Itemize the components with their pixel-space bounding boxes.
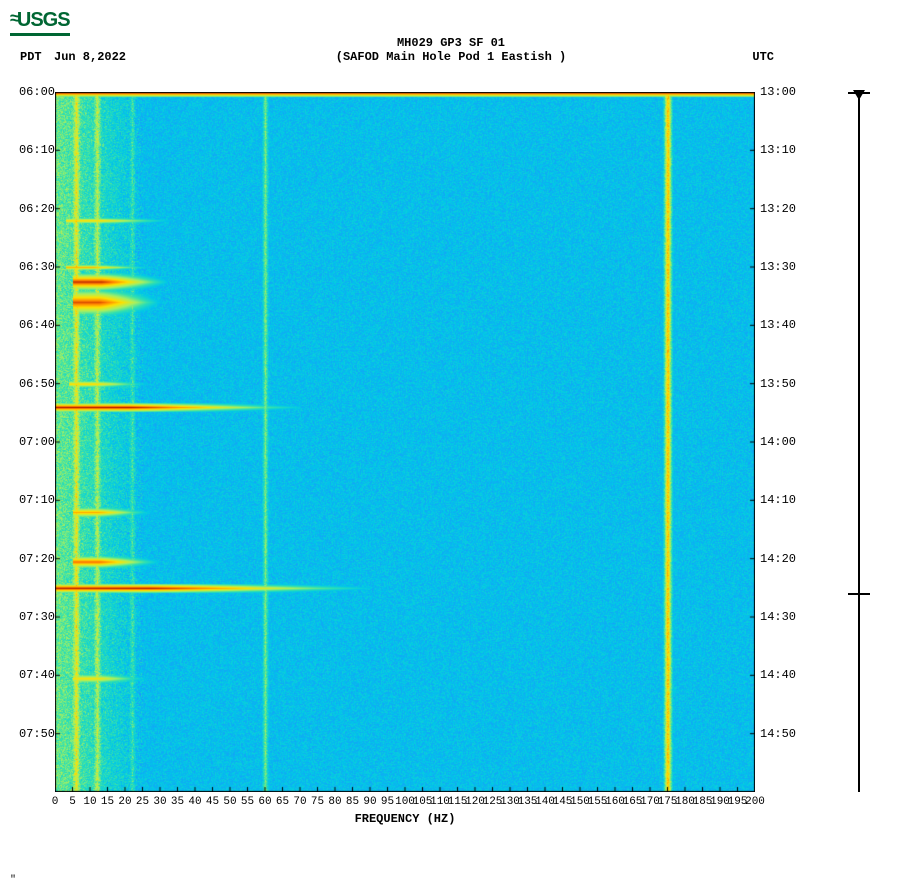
usgs-logo-text: USGS — [17, 9, 70, 31]
x-tick: 40 — [188, 796, 201, 808]
x-tick: 10 — [83, 796, 96, 808]
spectrogram-canvas — [55, 92, 755, 792]
x-tick: 35 — [171, 796, 184, 808]
y-left-tick: 06:30 — [19, 260, 55, 274]
tz-left-label: PDT — [20, 50, 42, 64]
x-tick: 20 — [118, 796, 131, 808]
x-tick: 80 — [328, 796, 341, 808]
y-left-tick: 06:20 — [19, 202, 55, 216]
y-left-tick: 07:40 — [19, 668, 55, 682]
x-tick: 5 — [69, 796, 76, 808]
x-tick: 90 — [363, 796, 376, 808]
x-tick: 55 — [241, 796, 254, 808]
x-tick: 75 — [311, 796, 324, 808]
y-left-tick: 07:30 — [19, 610, 55, 624]
x-tick: 30 — [153, 796, 166, 808]
side-scale-bar — [858, 92, 860, 792]
y-right-tick: 13:30 — [760, 260, 796, 274]
x-tick: 200 — [745, 796, 765, 808]
y-right-tick: 14:20 — [760, 552, 796, 566]
y-right-tick: 13:10 — [760, 143, 796, 157]
y-right-tick: 14:50 — [760, 727, 796, 741]
x-tick: 95 — [381, 796, 394, 808]
y-right-tick: 13:40 — [760, 318, 796, 332]
y-right-tick: 13:50 — [760, 377, 796, 391]
y-left-tick: 07:00 — [19, 435, 55, 449]
x-tick: 60 — [258, 796, 271, 808]
spectrogram-plot-area — [55, 92, 755, 792]
spectrogram-page: ≈USGS MH029 GP3 SF 01 (SAFOD Main Hole P… — [0, 0, 902, 892]
x-tick: 25 — [136, 796, 149, 808]
y-right-tick: 13:20 — [760, 202, 796, 216]
x-axis-label: FREQUENCY (HZ) — [55, 812, 755, 826]
side-scale-arrow-icon — [853, 90, 865, 100]
side-scale-marker — [848, 593, 870, 595]
plot-title-line1: MH029 GP3 SF 01 — [0, 36, 902, 50]
y-left-tick: 07:10 — [19, 493, 55, 507]
y-axis-right: 13:0013:1013:2013:3013:4013:5014:0014:10… — [760, 92, 815, 792]
y-left-tick: 06:40 — [19, 318, 55, 332]
x-tick: 0 — [52, 796, 59, 808]
y-right-tick: 14:40 — [760, 668, 796, 682]
date-label: Jun 8,2022 — [54, 50, 126, 64]
footer-mark: " — [10, 875, 16, 886]
y-left-tick: 06:50 — [19, 377, 55, 391]
x-tick: 45 — [206, 796, 219, 808]
y-right-tick: 13:00 — [760, 85, 796, 99]
x-tick: 15 — [101, 796, 114, 808]
y-axis-left: 06:0006:1006:2006:3006:4006:5007:0007:10… — [10, 92, 55, 792]
tz-right-label: UTC — [752, 50, 774, 64]
y-left-tick: 06:10 — [19, 143, 55, 157]
usgs-logo: ≈USGS — [10, 8, 70, 36]
y-left-tick: 07:20 — [19, 552, 55, 566]
x-tick: 70 — [293, 796, 306, 808]
y-right-tick: 14:30 — [760, 610, 796, 624]
y-left-tick: 07:50 — [19, 727, 55, 741]
x-tick: 65 — [276, 796, 289, 808]
x-tick: 85 — [346, 796, 359, 808]
x-tick: 50 — [223, 796, 236, 808]
y-right-tick: 14:10 — [760, 493, 796, 507]
y-right-tick: 14:00 — [760, 435, 796, 449]
y-left-tick: 06:00 — [19, 85, 55, 99]
